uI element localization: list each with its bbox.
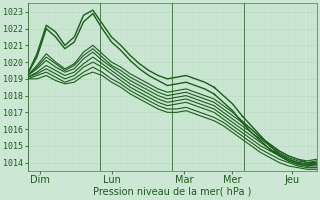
X-axis label: Pression niveau de la mer( hPa ): Pression niveau de la mer( hPa ) — [93, 187, 251, 197]
